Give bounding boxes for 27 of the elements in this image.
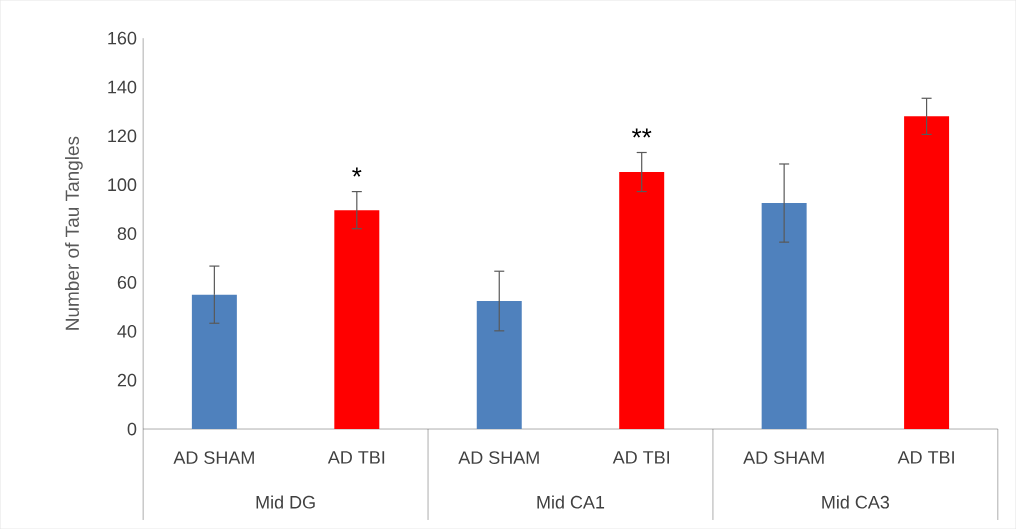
y-tick-label: 20 [117,373,137,387]
bar [761,202,807,429]
y-tick-label: 0 [127,422,137,436]
bar [191,294,237,429]
text: Mid CA3 [822,495,890,509]
x-tick-label: AD TBI [897,451,954,464]
bar [476,300,522,429]
data-label: * [352,167,362,177]
y-tick-label: 60 [117,275,137,289]
x-tick-label: AD TBI [327,451,385,464]
x-tick-label: AD SHAM [173,451,254,464]
text: Mid DG [256,495,315,509]
y-tick-label: 80 [117,227,137,240]
bar [619,171,665,429]
text: Mid CA1 [537,495,605,509]
data-label: ** [632,128,652,138]
y-tick-label: 140 [108,80,137,94]
y-tick-label: 40 [117,324,137,338]
bar [904,116,950,429]
x-tick-label: AD SHAM [458,451,539,464]
x-tick-label: AD SHAM [743,451,824,464]
bar [334,210,380,429]
x-tick-label: AD TBI [612,451,670,464]
y-tick-label: 160 [108,31,137,45]
y-tick-label: 100 [108,178,137,192]
y-tick-label: 120 [108,129,137,143]
y-axis-title: Number of Tau Tangles [65,136,83,330]
